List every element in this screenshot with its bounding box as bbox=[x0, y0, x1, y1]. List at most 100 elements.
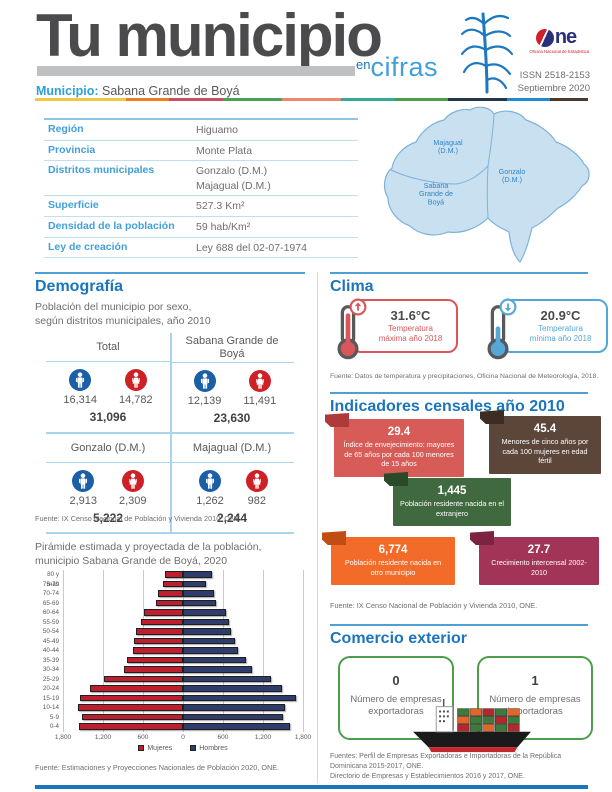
gridline bbox=[263, 570, 264, 732]
age-label: 25-29 bbox=[42, 675, 59, 683]
group-icons: 1,262 982 bbox=[170, 463, 294, 509]
pyramid-row bbox=[63, 589, 303, 599]
group-icons: 12,139 11,491 bbox=[170, 363, 294, 409]
legend-swatch bbox=[190, 745, 197, 751]
info-table-values: Monte Plata bbox=[196, 144, 252, 158]
bar-mujeres bbox=[123, 666, 183, 673]
pyramid-row bbox=[63, 713, 303, 723]
x-tick: 0 bbox=[181, 733, 185, 741]
map-region-label-0: Majagual (D.M.) bbox=[433, 138, 463, 155]
bar-hombres bbox=[183, 713, 283, 721]
info-table-value: Monte Plata bbox=[196, 144, 253, 157]
thermometer-icon bbox=[337, 305, 359, 360]
pyramid-row bbox=[63, 627, 303, 637]
legend-label: Mujeres bbox=[147, 744, 173, 752]
divider-segment bbox=[222, 98, 282, 101]
bar-mujeres bbox=[158, 590, 183, 597]
pyramid-row bbox=[63, 646, 303, 656]
age-label: 0-4 bbox=[49, 723, 59, 730]
issue-date: Septiembre 2020 bbox=[517, 82, 590, 94]
arrow-down-icon bbox=[499, 298, 517, 316]
issn-block: ISSN 2518-2153 Septiembre 2020 bbox=[518, 70, 590, 96]
pyramid-row bbox=[63, 722, 303, 732]
bar-mujeres bbox=[163, 580, 183, 588]
info-table-values: 527.3 Km² bbox=[196, 199, 244, 213]
info-table-label: Ley de creación bbox=[48, 240, 128, 253]
group-icons: 2,913 2,309 bbox=[46, 463, 170, 509]
bar-hombres bbox=[183, 704, 285, 711]
municipio-line: Municipio: Sabana Grande de Boyá bbox=[36, 84, 240, 98]
group-name: Total bbox=[46, 333, 170, 362]
info-table-value: Ley 688 del 02-07-1974 bbox=[196, 241, 307, 254]
bar-hombres bbox=[183, 647, 239, 654]
info-table-label: Región bbox=[48, 123, 84, 135]
demografia-rule bbox=[35, 272, 305, 274]
bar-mujeres bbox=[77, 704, 183, 711]
info-table-row: Ley de creación Ley 688 del 02-07-1974 bbox=[44, 238, 358, 259]
population-by-sex-table: Total 16,314 14,782 31,096 Sabana Grande de … bbox=[46, 333, 294, 535]
sex-table-group-1: Sabana Grande de Boyá 12,139 11,491 23,630 bbox=[170, 333, 294, 432]
pyramid-legend: Mujeres Hombres bbox=[63, 745, 303, 752]
male-number: 2,913 bbox=[69, 495, 97, 508]
tagline-en: en bbox=[356, 57, 371, 72]
info-table-row: Distritos municipales Gonzalo (D.M.) Majag… bbox=[44, 161, 358, 197]
age-label: 70-74 bbox=[42, 590, 59, 597]
tagline: en cifras bbox=[356, 54, 438, 81]
indicadores-rule bbox=[330, 392, 588, 394]
indicator-value: 29.4 bbox=[387, 426, 411, 438]
temp-box: 31.6°C Temperatura máxima año 2018 bbox=[351, 299, 458, 353]
indicator-text: Población residente nacida en el extranj… bbox=[400, 499, 504, 518]
info-table-values: 59 hab/Km² bbox=[196, 220, 250, 234]
sex-table-group-0: Total 16,314 14,782 31,096 bbox=[46, 333, 170, 432]
female-icon bbox=[245, 470, 268, 493]
legend-label: Hombres bbox=[199, 744, 228, 752]
column-divider bbox=[317, 272, 318, 783]
x-tick: 1,800 bbox=[294, 733, 312, 741]
age-label: 5-9 bbox=[49, 713, 59, 721]
info-table-value: Majagual (D.M.) bbox=[196, 179, 271, 192]
pyramid-title: Pirámide estimada y proyectada de la pob… bbox=[35, 541, 262, 567]
indicator-text: Población residente nacida en otro munic… bbox=[344, 558, 442, 577]
indicator-box-1: 45.4 Menores de cinco años por cada 100 m… bbox=[489, 416, 601, 474]
female-icon bbox=[124, 369, 147, 391]
one-logo-o-icon bbox=[535, 28, 554, 47]
bar-mujeres bbox=[165, 571, 183, 578]
pyramid-row bbox=[63, 656, 303, 666]
arrow-up-icon bbox=[349, 298, 367, 316]
group-icons: 16,314 14,782 bbox=[46, 362, 170, 408]
map-border-north bbox=[390, 165, 489, 185]
divider-segment bbox=[550, 98, 588, 101]
bar-hombres bbox=[183, 723, 291, 730]
divider-segment bbox=[126, 98, 170, 101]
indicator-text: Crecimiento intercensal 2002-2010 bbox=[491, 558, 587, 577]
female-number: 982 bbox=[247, 495, 266, 508]
female-count: 2,309 bbox=[119, 470, 147, 507]
indicator-value: 6,774 bbox=[378, 544, 408, 556]
pyramid-row bbox=[63, 570, 303, 580]
gridline bbox=[63, 570, 64, 732]
male-icon bbox=[193, 370, 216, 393]
male-number: 1,262 bbox=[196, 495, 224, 508]
female-count: 11,491 bbox=[243, 370, 276, 407]
group-name: Sabana Grande de Boyá bbox=[170, 333, 294, 364]
indicator-value: 1,445 bbox=[437, 485, 467, 497]
info-table-value: 527.3 Km² bbox=[196, 200, 245, 213]
legend-item: Hombres bbox=[190, 744, 228, 752]
map-region-label-1: Gonzalo (D.M.) bbox=[499, 167, 526, 184]
sex-table-group-3: Majagual (D.M.) 1,262 982 2,244 bbox=[170, 434, 294, 532]
group-name: Gonzalo (D.M.) bbox=[46, 434, 170, 464]
sex-table-center-divider bbox=[170, 333, 172, 535]
x-tick: 600 bbox=[137, 733, 149, 741]
pyramid-row bbox=[63, 684, 303, 694]
bar-mujeres bbox=[133, 647, 183, 654]
age-label: 55-59 bbox=[42, 618, 59, 626]
municipality-info-table: Región Higuamo Provincia Monte Plata Distrit… bbox=[44, 118, 358, 259]
trade-label: Número de empresas importadoras bbox=[489, 694, 581, 718]
bar-mujeres bbox=[104, 675, 183, 683]
pyramid-row bbox=[63, 694, 303, 704]
age-label: 30-34 bbox=[42, 666, 59, 673]
clima-item-0: 31.6°C Temperatura máxima año 2018 bbox=[336, 298, 458, 363]
bar-mujeres bbox=[140, 618, 183, 626]
x-tick: 600 bbox=[217, 733, 229, 741]
